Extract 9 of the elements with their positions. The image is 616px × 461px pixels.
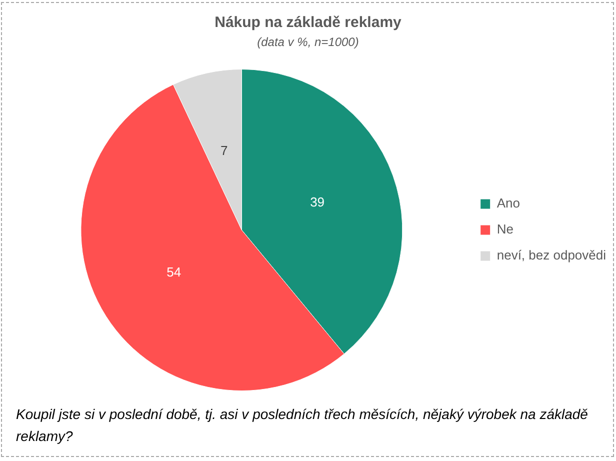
chart-title: Nákup na základě reklamy — [214, 14, 402, 31]
legend-label: Ano — [496, 196, 520, 211]
data-label: 54 — [166, 264, 182, 280]
chart-subtitle: (data v %, n=1000) — [256, 35, 360, 49]
data-label: 39 — [310, 194, 325, 210]
legend-label: Ne — [496, 222, 514, 237]
data-label: 7 — [220, 143, 228, 158]
legend-label: neví, bez odpovědi — [496, 248, 606, 263]
text: Koupil jste si v poslední době, tj. asi v posledních třech měsících, nějaký výrobek na základě reklamy? — [16, 405, 589, 446]
